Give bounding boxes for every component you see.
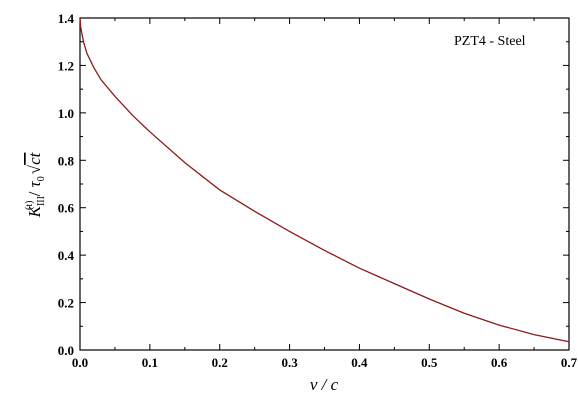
series-layer [79,17,570,343]
x-tick-label: 0.6 [491,355,508,370]
ylabel-tau-sub: 0 [36,176,47,181]
y-tick-label: 0.2 [58,296,74,311]
ylabel-k: K [25,204,44,218]
ylabel-sup: (t) [24,201,35,210]
axis-ticks [79,17,570,351]
x-tick-label: 0.0 [72,355,88,370]
ylabel-root: ct [25,151,44,165]
plot-frame [79,17,570,351]
y-tick-label: 1.0 [58,106,74,121]
y-tick-label: 1.4 [58,11,75,26]
x-tick-label: 0.7 [561,355,578,370]
y-tick-label: 0.8 [58,153,75,168]
x-tick-label: 0.1 [142,355,158,370]
x-tick-label: 0.5 [421,355,438,370]
y-tick-label: 0.4 [58,248,75,263]
ylabel-tau: τ [25,180,44,187]
series-line [79,17,570,343]
svg-text:KIII(t) / τ0√ct: KIII(t) / τ0 √ct [24,151,47,218]
y-tick-label: 0.6 [58,201,75,216]
x-tick-label: 0.4 [351,355,368,370]
y-axis-title: KIII(t) / τ0 √ct [24,151,47,218]
x-tick-label: 0.3 [281,355,298,370]
y-tick-label: 0.0 [58,343,74,358]
ylabel-slash: / [25,187,44,200]
y-tick-label: 1.2 [58,58,74,73]
x-axis-title: v / c [310,375,339,394]
x-tick-label: 0.2 [212,355,228,370]
tick-labels: 0.0 0.1 0.2 0.3 0.4 0.5 0.6 0.7 0.0 0.2 0.4 0.6 0.8 1… [58,11,578,370]
ylabel-sub: III [36,196,47,206]
chart-annotation: PZT4 - Steel [454,34,526,49]
ylabel-root-sign: √ [25,164,44,174]
